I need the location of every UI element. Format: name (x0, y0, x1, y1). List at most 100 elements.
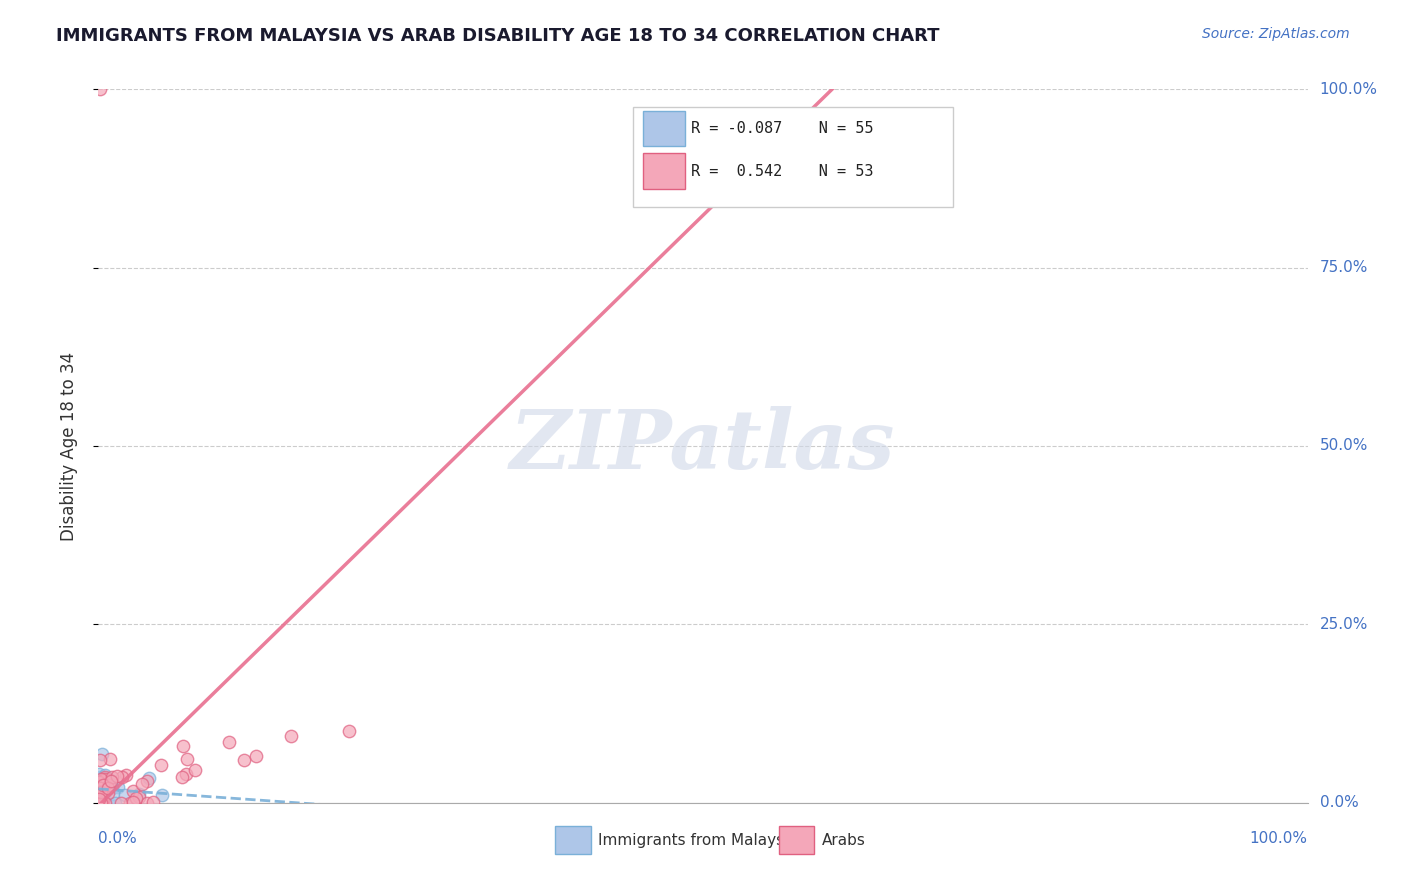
Point (87, 796, 110, 810)
Point (90, 747, 112, 761)
Point (232, 753, 254, 767)
Point (101, 787, 124, 801)
Point (90, 787, 112, 801)
Point (91, 773, 114, 788)
Point (122, 784, 145, 798)
Point (90, 772, 112, 787)
Point (128, 787, 150, 801)
Point (90, 796, 112, 810)
Point (87, 778, 110, 792)
Text: 100.0%: 100.0% (1250, 831, 1308, 847)
Point (90, 796, 112, 810)
Point (97, 781, 120, 796)
Point (90, 777, 112, 791)
Point (142, 795, 165, 809)
Text: R = -0.087    N = 55: R = -0.087 N = 55 (690, 121, 873, 136)
Point (91, 783, 114, 797)
Point (90, 774, 112, 789)
Text: 50.0%: 50.0% (1320, 439, 1368, 453)
Point (91, 776, 114, 790)
Text: 100.0%: 100.0% (1320, 82, 1378, 96)
Point (87, 773, 110, 788)
Point (90, 785, 112, 799)
Text: R =  0.542    N = 53: R = 0.542 N = 53 (690, 164, 873, 178)
Point (124, 791, 146, 805)
Text: Source: ZipAtlas.com: Source: ZipAtlas.com (1202, 27, 1350, 41)
Point (91, 796, 114, 810)
Point (114, 788, 136, 802)
Point (89, 781, 111, 796)
Text: Immigrants from Malaysia: Immigrants from Malaysia (598, 833, 797, 848)
Point (100, 774, 122, 789)
FancyBboxPatch shape (779, 826, 814, 855)
Point (138, 771, 160, 785)
Point (89, 784, 111, 798)
Point (87, 789, 110, 804)
Point (96, 771, 118, 785)
Point (91, 774, 114, 789)
Point (87, 783, 110, 797)
Point (115, 768, 138, 782)
Point (110, 770, 132, 784)
Point (245, 749, 267, 764)
Point (136, 796, 159, 810)
Point (94, 771, 117, 785)
Point (122, 795, 145, 809)
Point (101, 770, 124, 784)
Point (98, 778, 121, 792)
Point (218, 735, 240, 749)
Point (89, 792, 111, 806)
FancyBboxPatch shape (643, 111, 685, 146)
Text: IMMIGRANTS FROM MALAYSIA VS ARAB DISABILITY AGE 18 TO 34 CORRELATION CHART: IMMIGRANTS FROM MALAYSIA VS ARAB DISABIL… (56, 27, 939, 45)
Point (89, 785, 111, 799)
Text: Arabs: Arabs (821, 833, 865, 848)
Point (176, 752, 198, 766)
Point (94, 778, 117, 792)
Point (100, 773, 122, 788)
Point (107, 780, 129, 794)
Point (172, 770, 194, 784)
Point (89, 780, 111, 795)
Point (135, 774, 157, 789)
Point (89, 796, 111, 810)
Point (90, 782, 112, 797)
Text: 0.0%: 0.0% (1320, 796, 1358, 810)
Point (280, 729, 302, 743)
Point (90, 772, 112, 787)
Point (174, 767, 197, 781)
Point (87, 792, 110, 806)
Point (94, 785, 117, 799)
Point (96, 786, 118, 800)
Point (87, 785, 110, 799)
Point (128, 789, 150, 804)
Point (94, 768, 117, 782)
Point (89, 775, 111, 789)
Point (89, 789, 111, 804)
Point (89, 771, 111, 785)
Point (93, 783, 115, 797)
Point (89, 753, 111, 767)
Point (89, 794, 111, 808)
Point (150, 788, 173, 802)
Point (87, 774, 110, 789)
Point (110, 796, 132, 810)
FancyBboxPatch shape (633, 107, 953, 207)
FancyBboxPatch shape (643, 153, 685, 189)
Point (87, 793, 110, 807)
Point (89, 794, 111, 808)
Point (120, 796, 142, 810)
Point (90, 774, 112, 789)
Point (90, 780, 112, 794)
Point (90, 789, 112, 803)
Point (337, 724, 360, 739)
Point (172, 739, 194, 753)
Point (89, 792, 111, 806)
Point (91, 791, 114, 805)
Text: ZIPatlas: ZIPatlas (510, 406, 896, 486)
Text: 75.0%: 75.0% (1320, 260, 1368, 275)
Point (183, 763, 205, 777)
Point (89, 767, 111, 781)
Point (89, 789, 111, 803)
Point (91, 783, 114, 797)
Point (87, 796, 110, 810)
